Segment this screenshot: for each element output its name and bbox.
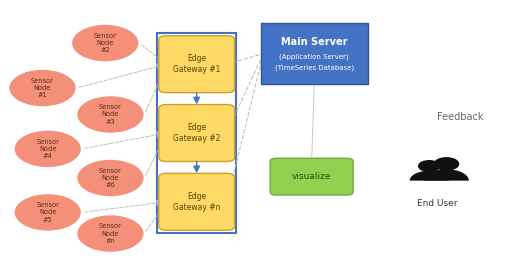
FancyBboxPatch shape [159, 173, 235, 230]
Ellipse shape [8, 69, 77, 107]
Text: Edge
Gateway #n: Edge Gateway #n [173, 192, 221, 212]
Ellipse shape [77, 214, 145, 253]
FancyBboxPatch shape [159, 105, 235, 161]
Text: visualize: visualize [292, 172, 331, 181]
Circle shape [419, 161, 440, 171]
Text: Sensor
Node
#4: Sensor Node #4 [36, 139, 59, 159]
Text: Sensor
Node
#n: Sensor Node #n [99, 223, 122, 244]
Text: (TimeSeries Database): (TimeSeries Database) [275, 65, 354, 71]
FancyBboxPatch shape [159, 36, 235, 93]
Bar [157, 33, 236, 233]
Ellipse shape [77, 95, 145, 134]
Text: End User: End User [417, 199, 457, 208]
Wedge shape [424, 169, 469, 181]
Text: Edge
Gateway #2: Edge Gateway #2 [173, 123, 221, 143]
Text: Edge
Gateway #1: Edge Gateway #1 [173, 54, 221, 74]
Text: Sensor
Node
#6: Sensor Node #6 [99, 168, 122, 188]
Text: (Application Server): (Application Server) [279, 53, 349, 60]
Text: Sensor
Node
#1: Sensor Node #1 [31, 78, 54, 98]
Circle shape [434, 158, 458, 170]
Text: Main Server: Main Server [281, 37, 347, 47]
FancyBboxPatch shape [270, 158, 353, 195]
Text: Sensor
Node
#2: Sensor Node #2 [94, 33, 117, 53]
FancyBboxPatch shape [261, 23, 368, 84]
Text: Feedback: Feedback [438, 112, 484, 122]
Ellipse shape [14, 130, 82, 168]
Text: Sensor
Node
#3: Sensor Node #3 [99, 104, 122, 125]
Ellipse shape [14, 193, 82, 231]
Ellipse shape [77, 159, 145, 197]
Text: Sensor
Node
#5: Sensor Node #5 [36, 202, 59, 223]
Wedge shape [410, 171, 449, 181]
Ellipse shape [71, 24, 139, 62]
